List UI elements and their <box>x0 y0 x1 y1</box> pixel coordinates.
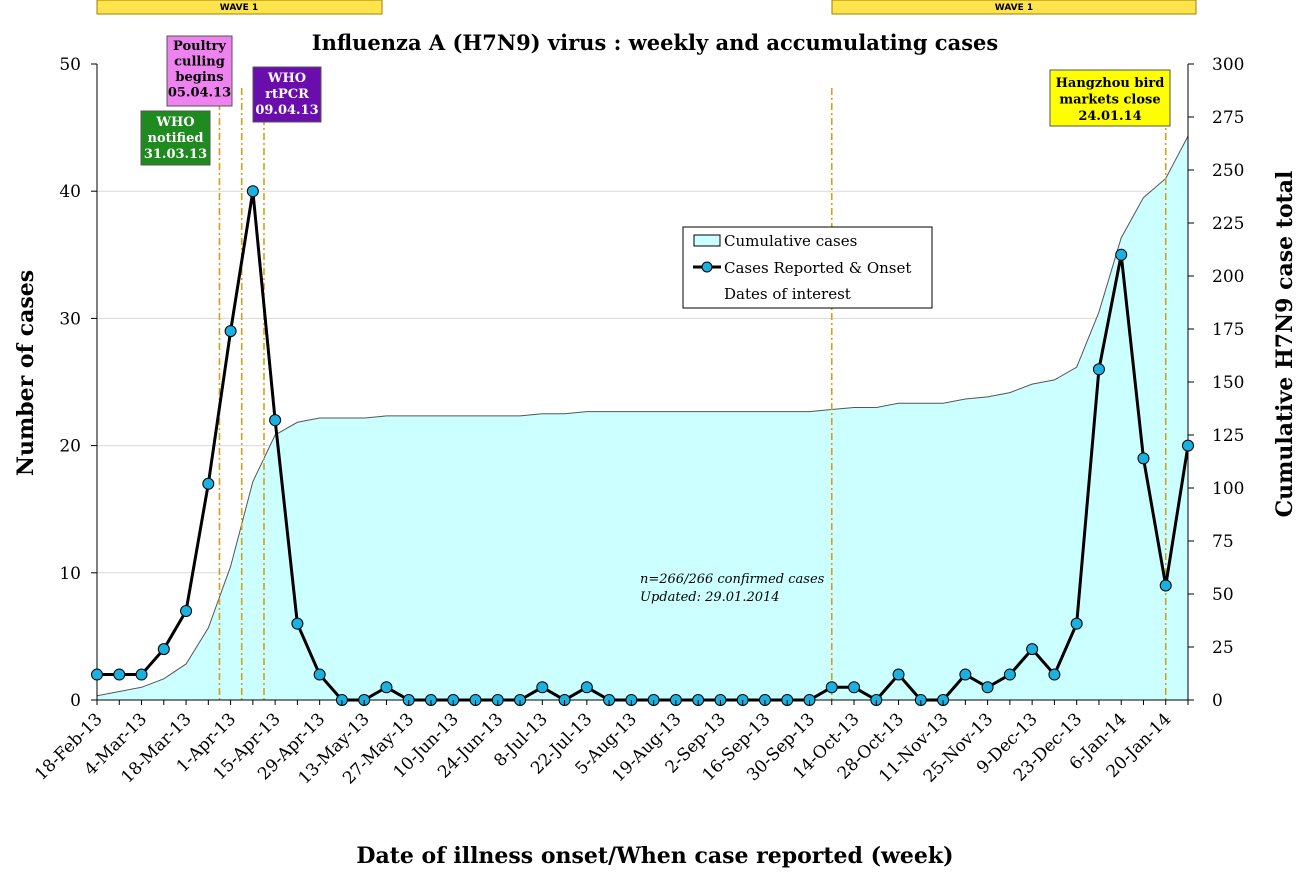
dates-of-interest-lines <box>218 88 1167 700</box>
annotation-text: 31.03.13 <box>144 147 207 162</box>
wave-banner-1 <box>96 0 383 15</box>
annotation-text: markets close <box>1059 93 1160 108</box>
legend: Cumulative cases Cases Reported & Onset … <box>682 226 933 309</box>
data-point <box>135 668 148 681</box>
data-point <box>291 617 304 630</box>
annotation-text: WHO <box>155 115 194 130</box>
wave-banners: WAVE 1 WAVE 1 <box>96 0 1197 15</box>
annotation-text: begins <box>175 70 223 85</box>
data-point <box>202 477 215 490</box>
wave-label-1: WAVE 1 <box>220 3 258 13</box>
y-tick-label: 10 <box>59 564 81 584</box>
data-point <box>848 681 861 694</box>
y2-tick-label: 75 <box>1212 532 1234 552</box>
data-point <box>580 681 593 694</box>
data-point <box>1137 452 1150 465</box>
legend-box <box>682 226 933 309</box>
legend-label-dates: Dates of interest <box>724 285 851 303</box>
data-point <box>1048 668 1061 681</box>
data-point <box>536 681 549 694</box>
data-point <box>246 185 259 198</box>
y-axis-title: Number of cases <box>13 270 39 476</box>
data-point <box>1182 439 1194 452</box>
y-tick-label: 50 <box>59 55 81 75</box>
x-axis-title: Date of illness onset/When case reported… <box>356 843 953 869</box>
y-axis-right-ticks: 0 25 50 75 100 125 150 175 200 225 250 275 300 <box>1188 55 1244 711</box>
annotation-text: 05.04.13 <box>168 86 231 101</box>
data-point <box>380 681 393 694</box>
annotation-text: culling <box>174 55 225 70</box>
data-point <box>1003 668 1016 681</box>
note-line-1: n=266/266 confirmed cases <box>640 572 825 587</box>
data-point <box>113 668 126 681</box>
y2-tick-label: 100 <box>1212 479 1244 499</box>
annotation-text: 09.04.13 <box>255 103 318 118</box>
data-point <box>180 604 193 617</box>
y2-tick-label: 200 <box>1212 267 1244 287</box>
annotation-background <box>140 110 211 166</box>
y-tick-label: 30 <box>59 309 81 329</box>
y2-tick-label: 0 <box>1212 691 1223 711</box>
data-point <box>1159 579 1172 592</box>
y2-tick-label: 225 <box>1212 214 1244 234</box>
data-point <box>959 668 972 681</box>
data-point <box>825 681 838 694</box>
y2-tick-label: 50 <box>1212 585 1234 605</box>
y2-axis-title: Cumulative H7N9 case total <box>1272 171 1298 518</box>
data-point <box>224 325 237 338</box>
y2-tick-label: 300 <box>1212 55 1244 75</box>
note-line-2: Updated: 29.01.2014 <box>640 590 780 605</box>
y2-tick-label: 275 <box>1212 108 1244 128</box>
annotations: WHOnotified31.03.13Poultrycullingbegins0… <box>140 35 1171 166</box>
annotation-background <box>252 66 322 123</box>
cases-reported-markers <box>91 185 1194 706</box>
legend-label-cases: Cases Reported & Onset <box>724 259 911 277</box>
data-point <box>1026 643 1039 656</box>
annotation-text: Poultry <box>173 39 226 54</box>
annotation-background <box>166 35 233 107</box>
y-tick-label: 0 <box>70 691 81 711</box>
data-point <box>313 668 326 681</box>
wave-label-2: WAVE 1 <box>995 3 1033 13</box>
wave-banner-2 <box>831 0 1197 15</box>
data-point <box>892 668 905 681</box>
y-tick-label: 20 <box>59 437 81 457</box>
legend-label-cumulative: Cumulative cases <box>724 232 857 250</box>
data-point <box>157 643 170 656</box>
y-axis-left-ticks: 0 10 20 30 40 50 <box>59 55 97 711</box>
data-point <box>1092 363 1105 376</box>
data-point <box>1115 248 1128 261</box>
y2-tick-label: 25 <box>1212 638 1234 658</box>
annotation-text: rtPCR <box>265 87 309 102</box>
y2-tick-label: 150 <box>1212 373 1244 393</box>
legend-swatch-marker <box>701 261 713 273</box>
y2-tick-label: 175 <box>1212 320 1244 340</box>
annotation-text: notified <box>148 131 204 146</box>
y2-tick-label: 250 <box>1212 161 1244 181</box>
data-point <box>1070 617 1083 630</box>
y-tick-label: 40 <box>59 182 81 202</box>
data-point <box>981 681 994 694</box>
y2-tick-label: 125 <box>1212 426 1244 446</box>
data-point <box>91 668 103 681</box>
annotation-background <box>1049 69 1171 127</box>
legend-swatch-cumulative <box>693 234 721 247</box>
annotation-text: WHO <box>267 71 306 86</box>
cumulative-cases-area <box>96 135 1189 701</box>
annotation-text: 24.01.14 <box>1078 109 1141 124</box>
annotation-text: Hangzhou bird <box>1056 76 1165 91</box>
data-point <box>269 414 282 427</box>
x-axis-ticks: 18-Feb-134-Mar-1318-Mar-131-Apr-1315-Apr… <box>31 700 1189 789</box>
chart-title: Influenza A (H7N9) virus : weekly and ac… <box>312 30 998 55</box>
